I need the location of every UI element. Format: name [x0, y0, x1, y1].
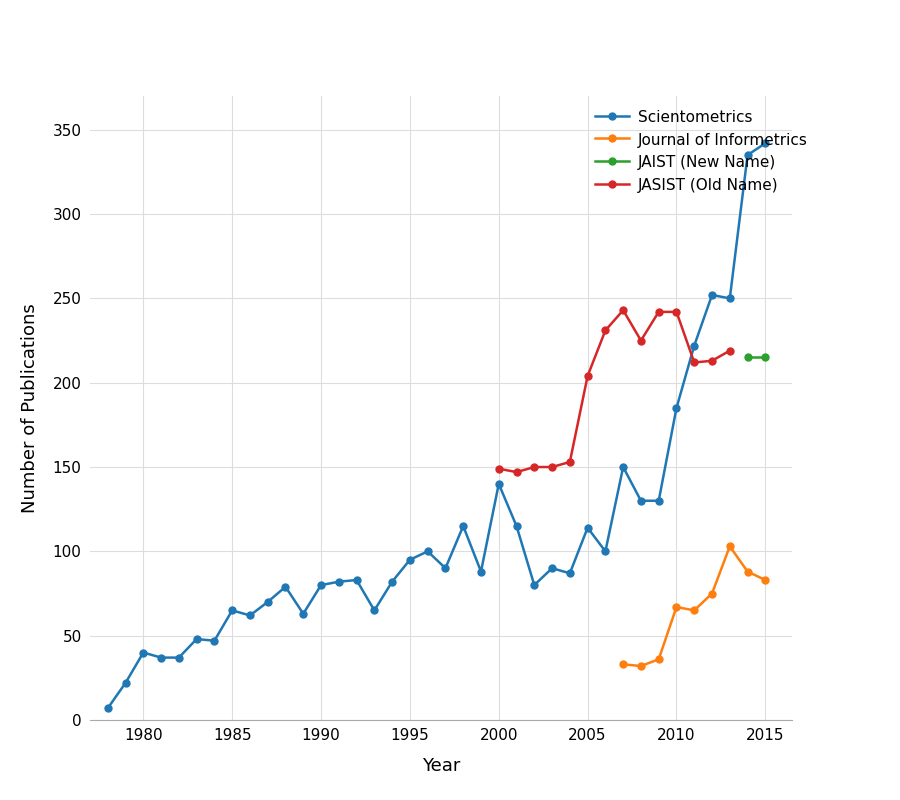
Scientometrics	[351, 575, 362, 585]
Journal of Informetrics	[724, 542, 735, 551]
Scientometrics	[671, 403, 682, 413]
Scientometrics	[511, 522, 522, 531]
Scientometrics	[688, 341, 699, 350]
X-axis label: Year: Year	[422, 758, 460, 775]
Scientometrics	[227, 606, 238, 615]
Journal of Informetrics	[760, 575, 770, 585]
JASIST (Old Name)	[600, 326, 611, 335]
Scientometrics	[724, 294, 735, 303]
Scientometrics	[191, 634, 202, 644]
Scientometrics	[635, 496, 646, 506]
Scientometrics	[564, 569, 575, 578]
Line: Journal of Informetrics: Journal of Informetrics	[620, 543, 769, 670]
JAIST (New Name)	[742, 353, 753, 362]
JASIST (Old Name)	[546, 462, 557, 472]
Scientometrics	[174, 653, 184, 662]
Journal of Informetrics	[617, 659, 628, 669]
JASIST (Old Name)	[493, 464, 504, 474]
JASIST (Old Name)	[511, 467, 522, 477]
Scientometrics	[369, 606, 380, 615]
Line: JASIST (Old Name): JASIST (Old Name)	[495, 306, 734, 475]
JASIST (Old Name)	[564, 457, 575, 466]
Scientometrics	[422, 546, 433, 556]
JASIST (Old Name)	[529, 462, 540, 472]
JASIST (Old Name)	[617, 306, 628, 315]
JASIST (Old Name)	[688, 358, 699, 367]
Scientometrics	[387, 577, 398, 586]
Scientometrics	[760, 138, 770, 148]
Scientometrics	[440, 563, 451, 573]
Journal of Informetrics	[742, 566, 753, 576]
Scientometrics	[298, 609, 309, 618]
Journal of Informetrics	[653, 654, 664, 664]
Scientometrics	[209, 636, 220, 646]
Scientometrics	[280, 582, 291, 591]
Journal of Informetrics	[635, 662, 646, 671]
Scientometrics	[138, 648, 148, 658]
Scientometrics	[742, 150, 753, 160]
Scientometrics	[546, 563, 557, 573]
Scientometrics	[245, 610, 256, 620]
JASIST (Old Name)	[635, 336, 646, 346]
Y-axis label: Number of Publications: Number of Publications	[21, 303, 39, 513]
Scientometrics	[156, 653, 166, 662]
Scientometrics	[120, 678, 130, 688]
Scientometrics	[333, 577, 344, 586]
Scientometrics	[404, 555, 415, 565]
Journal of Informetrics	[671, 602, 682, 612]
Scientometrics	[582, 523, 593, 533]
Journal of Informetrics	[688, 606, 699, 615]
Scientometrics	[316, 580, 327, 590]
Scientometrics	[103, 703, 113, 713]
JASIST (Old Name)	[706, 356, 717, 366]
Line: Scientometrics: Scientometrics	[104, 140, 769, 712]
JASIST (Old Name)	[653, 307, 664, 317]
Legend: Scientometrics, Journal of Informetrics, JAIST (New Name), JASIST (Old Name): Scientometrics, Journal of Informetrics,…	[589, 104, 814, 199]
Scientometrics	[653, 496, 664, 506]
Scientometrics	[458, 522, 469, 531]
Line: JAIST (New Name): JAIST (New Name)	[744, 354, 769, 361]
JASIST (Old Name)	[671, 307, 682, 317]
Scientometrics	[262, 597, 273, 606]
JASIST (Old Name)	[724, 346, 735, 355]
JAIST (New Name)	[760, 353, 770, 362]
Scientometrics	[475, 566, 486, 576]
Journal of Informetrics	[706, 589, 717, 598]
Scientometrics	[706, 290, 717, 300]
Scientometrics	[600, 546, 611, 556]
Scientometrics	[617, 462, 628, 472]
Scientometrics	[529, 580, 540, 590]
JASIST (Old Name)	[582, 371, 593, 381]
Scientometrics	[493, 479, 504, 489]
